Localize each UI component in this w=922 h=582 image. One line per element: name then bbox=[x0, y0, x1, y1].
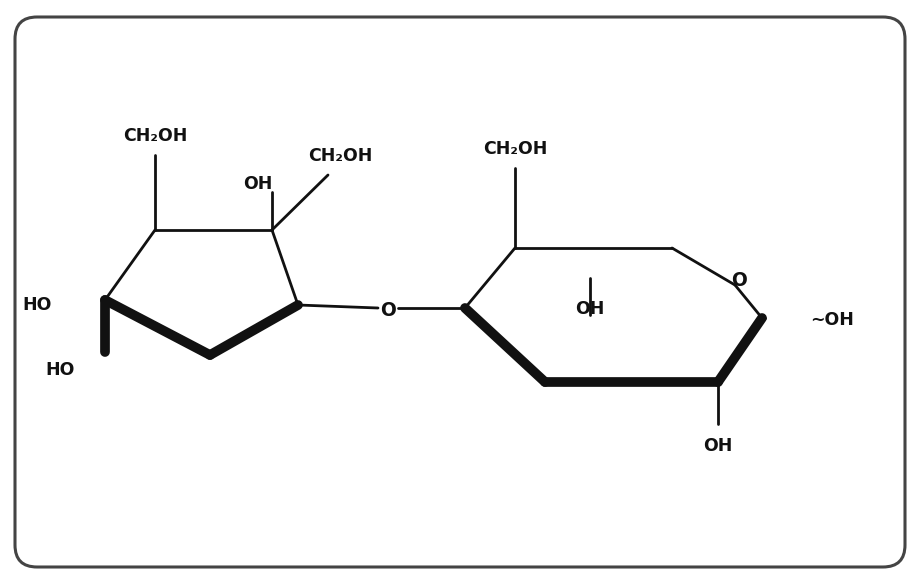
Text: O: O bbox=[380, 301, 396, 321]
Text: OH: OH bbox=[243, 175, 273, 193]
Text: O: O bbox=[731, 271, 747, 290]
Text: ∼OH: ∼OH bbox=[810, 311, 854, 329]
Text: CH₂OH: CH₂OH bbox=[308, 147, 372, 165]
Text: OH: OH bbox=[575, 300, 605, 318]
Text: HO: HO bbox=[45, 361, 75, 379]
Text: CH₂OH: CH₂OH bbox=[483, 140, 547, 158]
FancyBboxPatch shape bbox=[15, 17, 905, 567]
Text: CH₂OH: CH₂OH bbox=[123, 127, 187, 145]
Text: HO: HO bbox=[23, 296, 52, 314]
Text: OH: OH bbox=[703, 437, 733, 455]
